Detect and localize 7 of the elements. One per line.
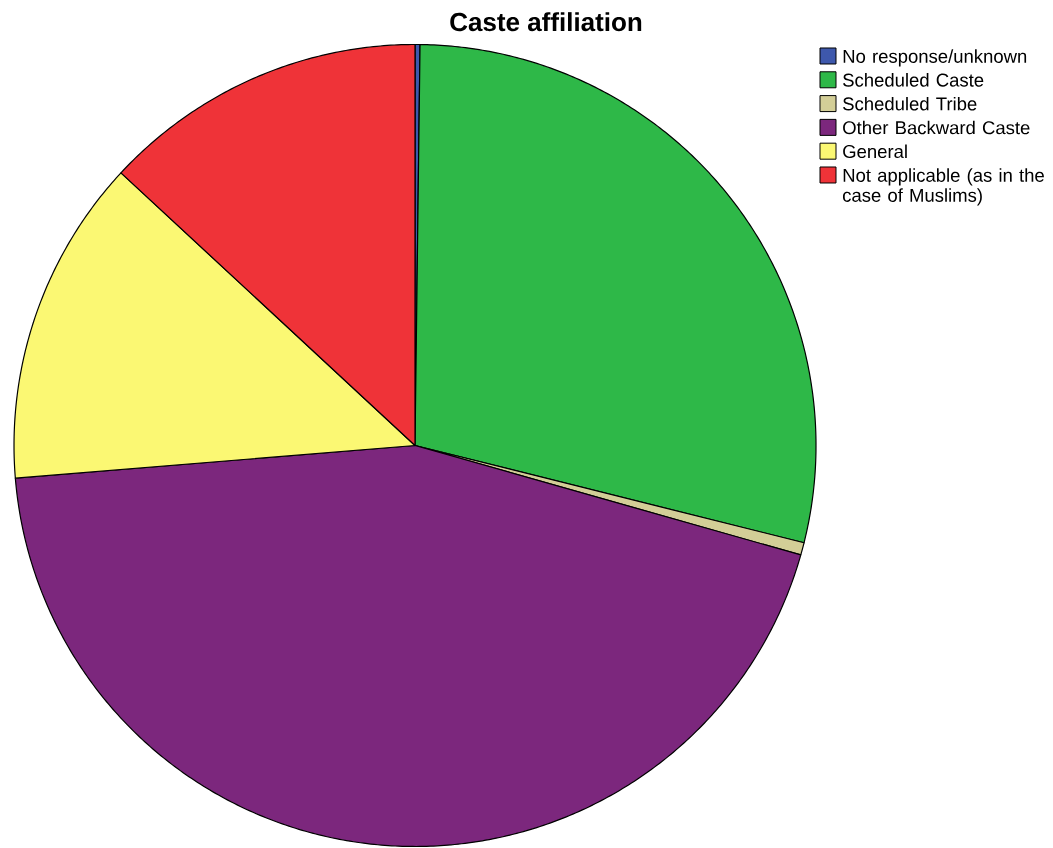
legend-label: General [843, 144, 907, 159]
legend-label: No response/unknown [843, 49, 1027, 67]
legend-label: Other Backward Caste [843, 120, 1030, 135]
legend-label: Not applicable (as in the case of Muslims) [842, 168, 1044, 206]
legend-label: Scheduled Tribe [843, 96, 977, 111]
legend-label: Scheduled Caste [843, 73, 984, 87]
chart-title: Caste affiliation [450, 12, 642, 32]
